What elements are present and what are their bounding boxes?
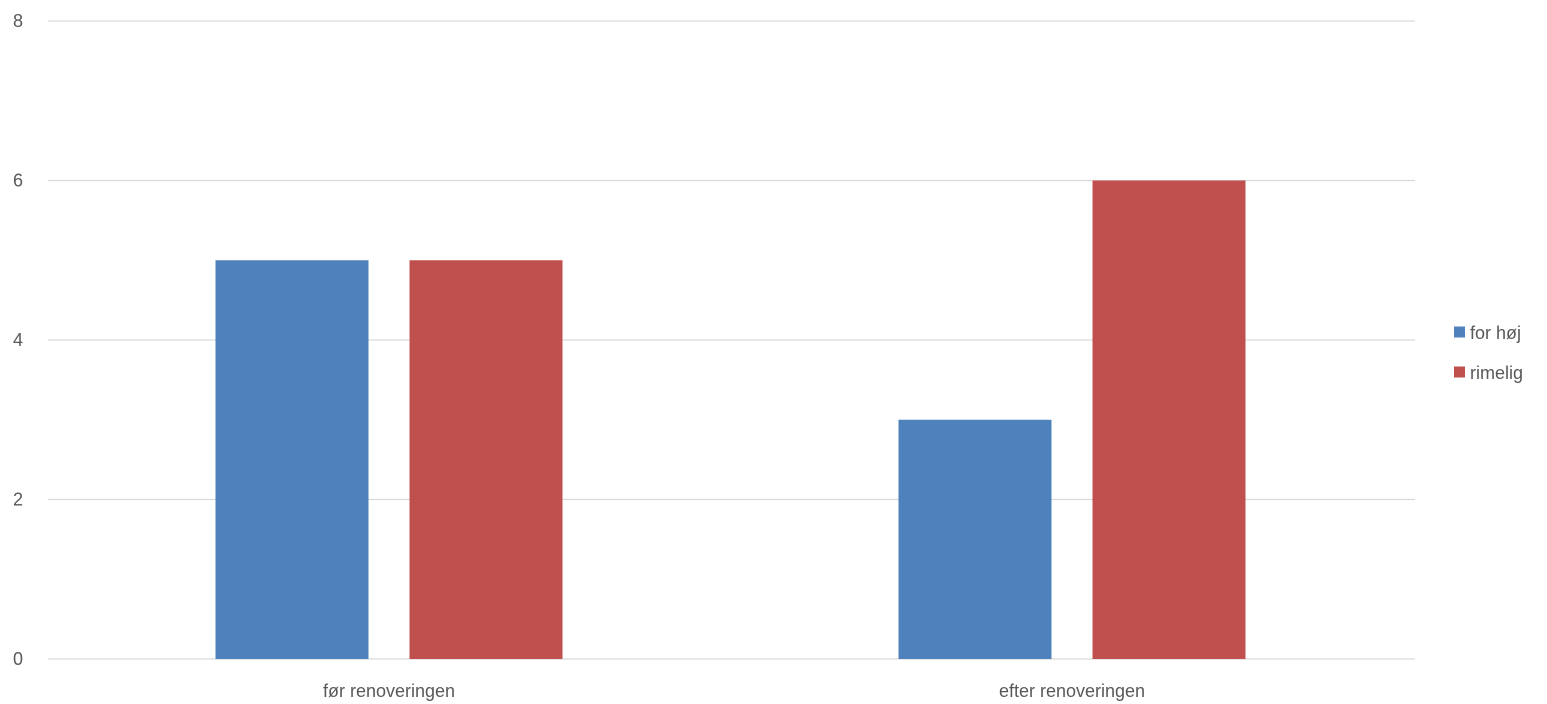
legend-swatch [1454, 366, 1465, 378]
bar-for-hoej [898, 419, 1052, 659]
bar-rimelig [1092, 180, 1246, 659]
bar-rimelig [409, 260, 563, 659]
y-tick-label: 4 [13, 330, 23, 350]
bars [215, 180, 1246, 659]
legend-label: for høj [1470, 323, 1521, 343]
x-tick-label: før renoveringen [323, 681, 455, 701]
legend: for høj rimelig [1454, 323, 1523, 383]
legend-label: rimelig [1470, 363, 1523, 383]
y-axis-tick-labels: 0 2 4 6 8 [13, 11, 23, 669]
y-tick-label: 6 [13, 171, 23, 191]
legend-swatch [1454, 326, 1465, 338]
y-tick-label: 8 [13, 11, 23, 31]
x-tick-label: efter renoveringen [999, 681, 1145, 701]
y-tick-label: 0 [13, 649, 23, 669]
bar-for-hoej [215, 260, 369, 659]
x-axis-tick-labels: før renoveringen efter renoveringen [323, 681, 1145, 701]
y-tick-label: 2 [13, 490, 23, 510]
